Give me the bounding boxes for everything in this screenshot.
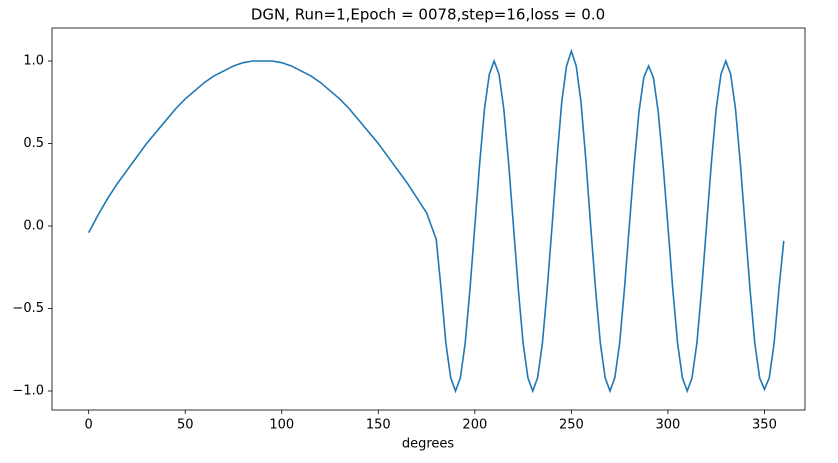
y-tick-label: −1.0 (12, 384, 44, 399)
x-axis-label: degrees (402, 437, 455, 452)
x-tick-label: 150 (366, 418, 391, 433)
x-tick-label: 200 (462, 418, 487, 433)
x-tick-label: 250 (559, 418, 584, 433)
chart-title: DGN, Run=1,Epoch = 0078,step=16,loss = 0… (251, 6, 605, 24)
x-tick-label: 50 (177, 418, 194, 433)
x-tick-label: 300 (656, 418, 681, 433)
y-tick-label: 1.0 (23, 54, 44, 69)
y-tick-label: −0.5 (12, 301, 44, 316)
axes-frame (51, 27, 806, 411)
y-tick-label: 0.0 (23, 219, 44, 234)
x-tick-label: 350 (752, 418, 777, 433)
x-tick-label: 100 (269, 418, 294, 433)
y-tick-label: 0.5 (23, 136, 44, 151)
x-tick-label: 0 (85, 418, 93, 433)
line-series (87, 48, 785, 394)
